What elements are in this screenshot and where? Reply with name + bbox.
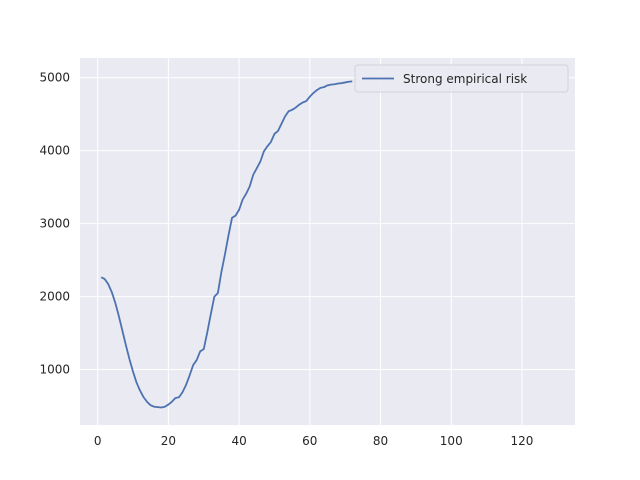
legend: Strong empirical risk <box>354 64 569 93</box>
x-tick-label: 100 <box>440 434 463 448</box>
y-tick-label: 2000 <box>39 290 70 304</box>
x-tick-label: 40 <box>231 434 246 448</box>
plot-background <box>80 58 575 425</box>
y-tick-label: 3000 <box>39 217 70 231</box>
x-tick-label: 0 <box>94 434 102 448</box>
tick-labels: 0 20 40 60 80 100 120 1000 2000 3000 4000 5000 <box>39 71 533 448</box>
x-tick-label: 120 <box>511 434 534 448</box>
y-tick-label: 1000 <box>39 363 70 377</box>
x-tick-label: 80 <box>373 434 388 448</box>
series-layer <box>100 80 353 409</box>
legend-label: Strong empirical risk <box>403 72 527 86</box>
legend-box <box>354 64 569 93</box>
y-tick-label: 5000 <box>39 71 70 85</box>
x-tick-label: 60 <box>302 434 317 448</box>
y-tick-label: 4000 <box>39 144 70 158</box>
x-tick-label: 20 <box>161 434 176 448</box>
grid-lines <box>80 58 575 425</box>
series-line-strong-empirical-risk <box>100 80 353 409</box>
